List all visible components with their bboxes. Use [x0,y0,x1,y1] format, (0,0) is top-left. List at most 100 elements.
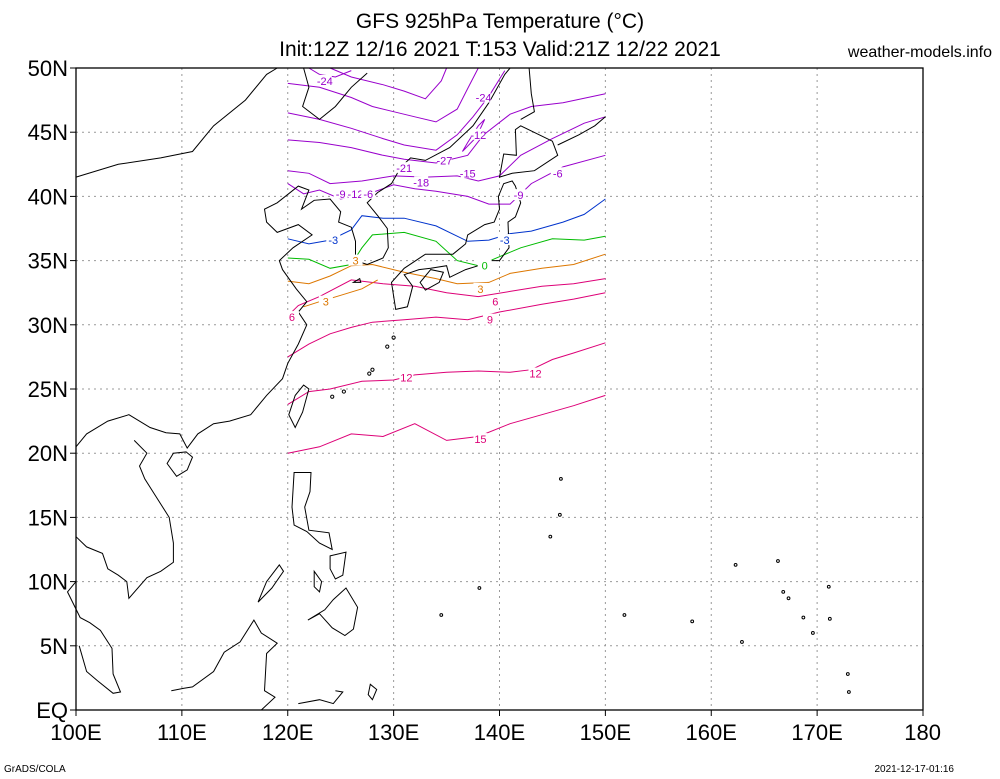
lat-label: 20N [28,441,68,466]
contour-label-bg [528,367,543,379]
contour-label-bg [348,254,363,266]
contour-label: -21 [396,163,412,175]
contour-label-bg [460,167,475,179]
contour-label-bg [477,259,492,271]
ryukyu-island [341,389,346,394]
contour-label-bg [361,187,376,199]
contour-label-bg [482,313,497,325]
contour-label-bg [511,189,526,201]
coastlines [66,67,851,711]
pacific-island [622,613,627,617]
pacific-island [826,584,831,589]
contour-label: -3 [500,235,510,247]
contour-6 [287,278,606,317]
ryukyu-island [391,335,396,340]
pacific-island [781,589,786,594]
indochina-coast [75,440,174,600]
contour-label-bg [473,282,488,294]
honshu-island [390,180,522,311]
taiwan-island [288,384,310,429]
pacific-island [559,476,563,481]
graticule [70,67,924,716]
visayas-island [313,569,323,593]
contour-label: 3 [352,256,358,268]
site-label[interactable]: weather-models.info [847,44,992,61]
contour-label-bg [476,91,491,103]
pacific-island [740,640,744,644]
contour-label-bg [317,74,332,86]
contour-label: 9 [487,315,493,327]
shikoku-island [419,269,445,291]
sakhalin-coast [520,67,535,120]
jeju-island [351,277,362,283]
contour-label: -9 [336,189,346,201]
lon-label: 180 [904,720,941,745]
contour-label-bg [414,176,429,188]
borneo-coast [171,619,279,711]
ryukyu-island [330,394,335,399]
contour-minus6 [287,154,606,205]
contour-label: 12 [529,369,541,381]
contour-minus12 [287,93,606,164]
halmahera-island [367,683,378,701]
mainland-coast [75,67,511,450]
ryukyu-island [370,367,375,372]
contour-15 [287,394,606,454]
lat-label: 50N [28,56,68,81]
sulawesi-coast [298,690,344,705]
contour-label: 0 [482,261,488,273]
contour-minus18 [287,67,479,123]
contour-3-south [303,279,378,308]
hainan-island [166,451,194,477]
contour-label-bg [399,371,414,383]
lat-label: 25N [28,377,68,402]
chart-subtitle: Init:12Z 12/16 2021 T:153 Valid:21Z 12/2… [279,38,721,61]
kuril-islands [557,116,606,146]
contour-9 [287,292,606,358]
pacific-island [786,596,791,601]
contour-minus9 [287,116,606,185]
contour-label: -18 [413,177,429,189]
contour-label-bg [397,162,412,174]
contour-label: 3 [323,297,329,309]
pacific-island [439,613,444,617]
contour-label-bg [318,295,333,307]
latitude-labels: 50N 45N 40N 35N 30N 25N 20N 15N 10N 5N EQ [28,56,68,723]
pacific-island [801,615,806,620]
lat-label: 45N [28,120,68,145]
lat-label: 30N [28,313,68,338]
contour-label: -24 [317,76,333,88]
contour-label: -12 [348,189,364,201]
pacific-island [827,616,832,621]
temperature-contours [287,67,606,454]
lat-label: 15N [28,505,68,530]
lon-label: 150E [580,720,631,745]
pacific-island [690,619,695,624]
contour-label-bg [326,234,341,246]
contour-0 [287,231,606,269]
samar-leyte [329,551,347,580]
pacific-island [733,563,738,567]
pacific-island [557,512,562,517]
lat-label: 10N [28,570,68,595]
contour-label-bg [348,187,363,199]
contour-label: 15 [474,434,486,446]
lat-label: 5N [40,634,68,659]
palawan-island [257,564,285,603]
contour-label-bg [473,433,488,445]
pacific-island [846,690,851,694]
contour-minus15 [287,70,506,151]
contour-label: 3 [477,284,483,296]
manchuria-border [302,67,368,121]
contour-label: 6 [289,312,295,324]
contour-label: -6 [553,168,563,180]
contour-label-bg [471,128,486,140]
lon-label: 130E [368,720,419,745]
contour-minus21 [329,67,448,100]
contour-label-bg [497,234,512,246]
contour-label-bg [550,167,565,179]
contour-12 [287,342,606,405]
chart-title: GFS 925hPa Temperature (°C) [355,10,645,33]
mongolia-border [75,67,278,178]
hokkaido-island [498,125,559,178]
